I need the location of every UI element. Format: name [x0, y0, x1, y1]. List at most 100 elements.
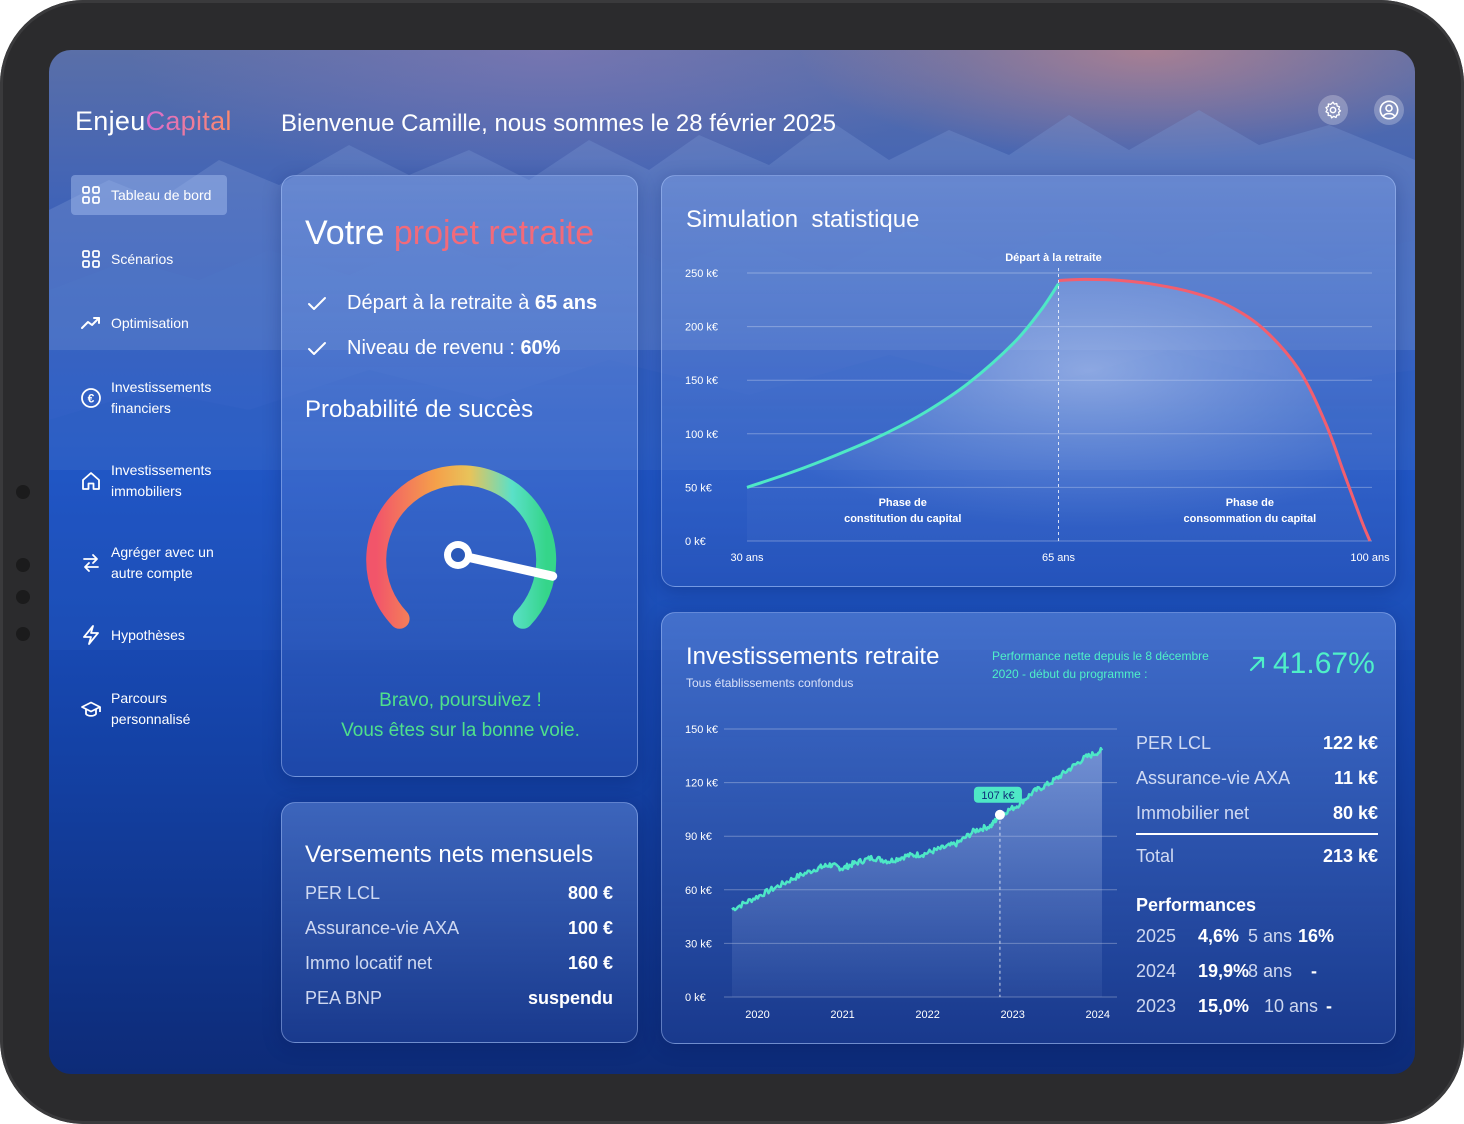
- app-logo[interactable]: EnjeuCapital: [75, 106, 232, 137]
- profile-button[interactable]: [1374, 95, 1404, 125]
- sidebar-item-tableau-de-bord[interactable]: Tableau de bord: [71, 175, 227, 215]
- highlight-point[interactable]: [994, 809, 1005, 820]
- checkmark-icon: [308, 296, 326, 310]
- highlight-tooltip: [973, 786, 1022, 803]
- projet-retraite-card: Votre projet retraite Départ à la retrai…: [281, 175, 638, 777]
- check-revenu-text: Niveau de revenu :: [347, 337, 521, 359]
- settings-button[interactable]: [1318, 95, 1348, 125]
- total-label: Total: [1136, 846, 1175, 866]
- x-tick-label: 2021: [830, 1009, 854, 1021]
- holding-value: 122 k€: [1322, 733, 1378, 753]
- versement-value: suspendu: [527, 988, 613, 1008]
- sidebar-item-parcours[interactable]: Parcours personnalisé: [71, 688, 227, 730]
- simulation-chart: 0 k€ 50 k€ 100 k€ 150 k€ 200 k€ 250 k€ 30 ans 6…: [685, 252, 1390, 564]
- success-message: Bravo, poursuivez ! Vous êtes sur la bon…: [282, 686, 639, 746]
- performance-value: 41.67%: [1247, 647, 1375, 681]
- y-tick-label: 250 k€: [685, 268, 718, 280]
- euro-icon: €: [81, 388, 101, 408]
- versement-label: Immo locatif net: [305, 953, 433, 973]
- sidebar-item-investissements-immobiliers[interactable]: Investissements immobiliers: [71, 460, 227, 502]
- simulation-line-consommation: [1058, 277, 1372, 542]
- gauge-arc: [366, 465, 557, 629]
- trending-up-icon: [81, 317, 100, 329]
- success-message-line-2: Vous êtes sur la bonne voie.: [341, 720, 580, 741]
- holding-row: Assurance-vie AXA 11 k€: [1136, 768, 1378, 789]
- tablet-camera: [16, 485, 30, 499]
- gauge-hub-inner: [451, 548, 465, 562]
- home-icon: [82, 472, 100, 490]
- check-depart: Départ à la retraite à 65 ans: [307, 292, 597, 315]
- y-tick-label: 120 k€: [685, 778, 718, 790]
- performance-percent: 4,6%: [1198, 926, 1240, 946]
- swap-icon: [83, 554, 99, 572]
- y-tick-label: 50 k€: [685, 482, 712, 494]
- checkmark-icon: [308, 341, 326, 355]
- investissements-subtitle: Tous établissements confondus: [686, 676, 854, 690]
- tablet-button: [16, 590, 30, 604]
- x-tick-label: 2020: [745, 1009, 769, 1021]
- sidebar-item-label: Hypothèses: [111, 626, 185, 643]
- versements-card: Versements nets mensuels PER LCL 800 € As…: [281, 802, 638, 1043]
- performance-label-line1: Performance nette depuis le 8 décembre: [992, 649, 1209, 663]
- performance-label: Performance nette depuis le 8 décembre 2…: [992, 647, 1232, 683]
- y-tick-label: 100 k€: [685, 429, 718, 441]
- versements-title: Versements nets mensuels: [305, 841, 594, 868]
- y-tick-label: 0 k€: [685, 992, 706, 1004]
- versement-label: PER LCL: [305, 883, 381, 903]
- check-revenu-value: 60%: [520, 337, 561, 359]
- background-sky: [49, 50, 1415, 310]
- phase2-label-line1: Phase de: [1226, 497, 1274, 509]
- sidebar-item-scenarios[interactable]: Scénarios: [71, 239, 227, 279]
- probability-title: Probabilité de succès: [305, 396, 534, 423]
- y-tick-label: 60 k€: [685, 885, 712, 897]
- sidebar-item-label: Investissements immobiliers: [111, 462, 212, 499]
- x-tick-label: 100 ans: [1350, 552, 1390, 564]
- simulation-line-constitution: [746, 282, 1060, 489]
- arrow-up-right-icon: [1249, 656, 1265, 672]
- check-revenu: Niveau de revenu : 60%: [307, 337, 560, 360]
- sidebar-item-label: Tableau de bord: [111, 186, 212, 203]
- y-tick-label: 150 k€: [685, 724, 718, 736]
- holding-label: Immobilier net: [1136, 803, 1250, 823]
- sidebar-item-label: Parcours personnalisé: [111, 690, 191, 727]
- grid-icon: [82, 186, 100, 204]
- investissements-chart: 0 k€ 30 k€ 60 k€ 90 k€ 120 k€ 150 k€ 2020 2021 2…: [685, 724, 1117, 1021]
- sidebar-item-hypotheses[interactable]: Hypothèses: [71, 615, 227, 655]
- holding-value: 80 k€: [1332, 803, 1378, 823]
- success-gauge: [366, 465, 558, 629]
- x-tick-label: 65 ans: [1042, 552, 1076, 564]
- performance-horizon: 10 ans: [1264, 996, 1319, 1016]
- holding-label: PER LCL: [1136, 733, 1212, 753]
- tablet-button: [16, 558, 30, 572]
- x-tick-label: 2022: [915, 1009, 939, 1021]
- versement-value: 100 €: [567, 918, 613, 938]
- performance-label-line2: 2020 - début du programme :: [992, 667, 1148, 681]
- holding-row: Immobilier net 80 k€: [1136, 803, 1378, 824]
- performance-year: 2025: [1136, 926, 1177, 946]
- sidebar-item-label: Agréger avec un autre compte: [111, 544, 214, 581]
- versement-value: 800 €: [567, 883, 613, 903]
- simulation-area: [747, 279, 1370, 541]
- highlight-tooltip-text: 107 k€: [981, 790, 1014, 802]
- sidebar-item-label: Investissements financiers: [111, 379, 212, 416]
- sidebar-item-investissements-financiers[interactable]: € Investissements financiers: [71, 377, 227, 419]
- performance-percent: 19,9%: [1198, 961, 1250, 981]
- app-screen: EnjeuCapital Bienvenue Camille, nous som…: [49, 50, 1415, 1074]
- simulation-card: Simulation statistique 0 k€ 50 k€ 100 k€ 15…: [661, 175, 1396, 587]
- projet-title: Votre projet retraite: [305, 214, 594, 253]
- y-tick-label: 90 k€: [685, 831, 712, 843]
- versement-row: Assurance-vie AXA 100 €: [305, 918, 613, 939]
- performance-horizon: 8 ans: [1248, 961, 1293, 981]
- check-depart-text: Départ à la retraite à: [347, 292, 535, 314]
- check-depart-value: 65 ans: [534, 292, 598, 314]
- holdings-divider: [1136, 833, 1378, 835]
- x-tick-label: 30 ans: [730, 552, 764, 564]
- y-tick-label: 30 k€: [685, 938, 712, 950]
- holding-value: 11 k€: [1333, 768, 1378, 788]
- versement-label: Assurance-vie AXA: [305, 918, 460, 938]
- holding-label: Assurance-vie AXA: [1136, 768, 1291, 788]
- versement-label: PEA BNP: [305, 988, 383, 1008]
- sidebar-item-agreger[interactable]: Agréger avec un autre compte: [71, 542, 227, 584]
- logo-part-1: Enjeu: [75, 106, 146, 136]
- sidebar-item-optimisation[interactable]: Optimisation: [71, 303, 227, 343]
